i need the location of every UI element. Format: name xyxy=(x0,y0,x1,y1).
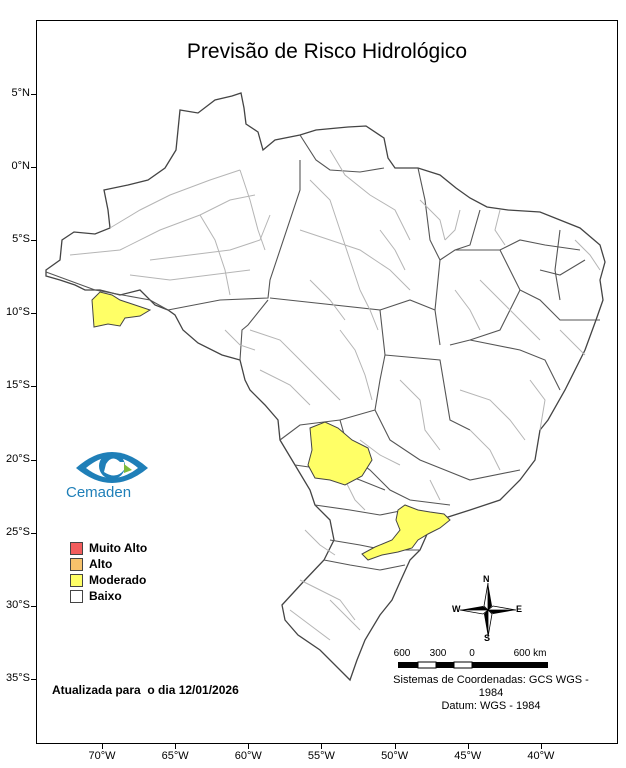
legend-item: Moderado xyxy=(70,572,147,588)
longitude-tick xyxy=(321,744,323,749)
updated-date-text: Atualizada para o dia 12/01/2026 xyxy=(52,683,239,697)
compass-east-label: E xyxy=(516,604,523,614)
latitude-tick xyxy=(31,93,36,95)
longitude-label: 65°W xyxy=(161,750,189,762)
latitude-tick xyxy=(31,532,36,534)
latitude-label: 5°N xyxy=(11,86,30,99)
moderate-risk-regions xyxy=(91,291,451,561)
latitude-tick xyxy=(31,240,36,242)
longitude-label: 40°W xyxy=(527,750,555,762)
latitude-label: 10°S xyxy=(6,306,30,319)
legend: Muito Alto Alto Moderado Baixo xyxy=(70,540,147,604)
legend-swatch xyxy=(70,573,83,587)
scale-label: 600 km xyxy=(513,648,547,659)
cemaden-logo-text: Cemaden xyxy=(66,484,132,501)
legend-swatch xyxy=(70,589,83,603)
latitude-tick xyxy=(31,605,36,607)
longitude-tick xyxy=(540,744,542,749)
legend-swatch xyxy=(70,557,83,571)
legend-label: Moderado xyxy=(89,573,147,587)
longitude-tick xyxy=(394,744,396,749)
latitude-tick xyxy=(31,386,36,388)
longitude-tick xyxy=(467,744,469,749)
latitude-label: 20°S xyxy=(6,452,30,465)
latitude-label: 15°S xyxy=(6,379,30,392)
legend-label: Muito Alto xyxy=(89,541,148,555)
longitude-label: 60°W xyxy=(234,750,262,762)
brazil-outline xyxy=(45,92,606,682)
latitude-tick xyxy=(31,459,36,461)
longitude-tick xyxy=(175,744,177,749)
latitude-tick xyxy=(31,313,36,315)
moderate-region-acre xyxy=(91,291,152,328)
datum-text: Datum: WGS - 1984 xyxy=(441,700,541,712)
latitude-label: 35°S xyxy=(6,672,30,685)
map-frame xyxy=(36,20,618,744)
map-title: Previsão de Risco Hidrológico xyxy=(186,40,468,63)
longitude-label: 50°W xyxy=(381,750,409,762)
state-borders xyxy=(45,134,600,571)
scale-label: 600 xyxy=(393,648,411,659)
scale-bar: 600 300 0 600 km xyxy=(393,648,606,672)
latitude-label: 25°S xyxy=(6,525,30,538)
basin-borders xyxy=(69,149,601,641)
latitude-label: 5°S xyxy=(12,233,30,246)
coordinate-system-text: Sistemas de Coordenadas: GCS WGS - 1984 xyxy=(393,674,589,699)
coordinate-info: Sistemas de Coordenadas: GCS WGS - 1984 … xyxy=(380,674,602,713)
longitude-tick xyxy=(248,744,250,749)
cemaden-eye-logo xyxy=(76,452,148,483)
latitude-tick xyxy=(31,679,36,681)
legend-item: Alto xyxy=(70,556,147,572)
north-arrow-compass-icon: N S W E xyxy=(452,574,524,643)
longitude-tick xyxy=(102,744,103,749)
legend-label: Baixo xyxy=(89,589,122,603)
compass-north-label: N xyxy=(483,574,490,584)
moderate-region-southeast-coast xyxy=(361,504,451,561)
legend-label: Alto xyxy=(89,557,113,571)
compass-west-label: W xyxy=(452,604,461,614)
scale-label: 0 xyxy=(469,648,475,659)
legend-swatch xyxy=(70,541,83,555)
legend-item: Muito Alto xyxy=(70,540,147,556)
scale-label: 300 xyxy=(429,648,447,659)
moderate-region-mato-grosso-do-sul xyxy=(307,421,373,486)
longitude-label: 55°W xyxy=(307,750,335,762)
compass-south-label: S xyxy=(484,633,491,643)
latitude-label: 0°N xyxy=(11,160,30,172)
legend-item: Baixo xyxy=(70,588,147,604)
latitude-tick xyxy=(31,167,36,168)
longitude-label: 45°W xyxy=(454,750,482,762)
latitude-label: 30°S xyxy=(6,598,30,611)
longitude-label: 70°W xyxy=(88,750,116,762)
